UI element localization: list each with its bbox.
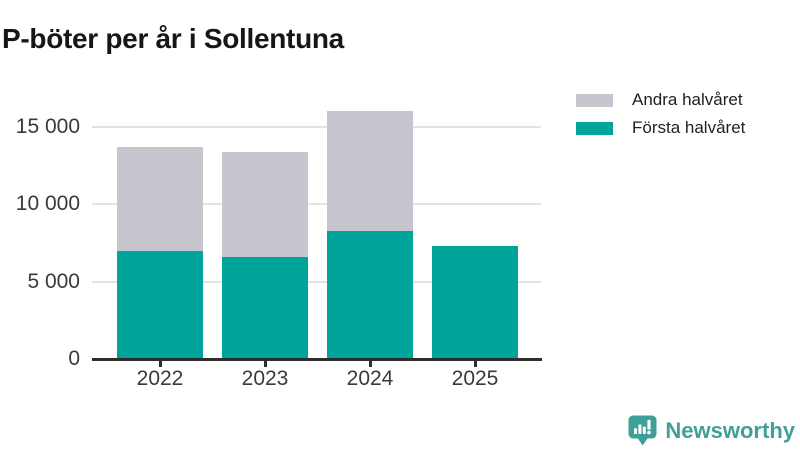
legend-label: Första halvåret (632, 118, 746, 137)
bar-segment (327, 230, 413, 359)
gridline (92, 125, 541, 128)
plot-area (92, 106, 541, 359)
legend-swatch (576, 93, 613, 107)
x-tick-label: 2023 (241, 367, 289, 390)
bar-segment (432, 246, 518, 359)
bar-segment (117, 147, 203, 251)
y-tick-label: 0 (68, 347, 80, 370)
bar-segment (327, 111, 413, 231)
bar-segment (222, 151, 308, 257)
legend-row: Första halvåret (576, 114, 745, 142)
newsworthy-logo-icon (628, 415, 657, 446)
y-tick-label: 10 000 (15, 192, 80, 216)
gridline (92, 280, 541, 283)
y-tick-label: 15 000 (15, 114, 80, 138)
x-tick (369, 360, 372, 367)
bar-segment (222, 256, 308, 359)
brand-footer: Newsworthy (627, 414, 795, 447)
x-axis-line (92, 358, 542, 361)
x-tick-label: 2022 (136, 367, 184, 390)
legend-row: Andra halvåret (576, 86, 745, 114)
legend-swatch (576, 121, 613, 135)
x-tick (264, 360, 267, 367)
y-tick-label: 5 000 (27, 269, 80, 293)
brand-name: Newsworthy (665, 417, 795, 443)
x-tick (159, 360, 162, 367)
chart-title: P-böter per år i Sollentuna (2, 22, 344, 54)
x-tick (474, 360, 477, 367)
gridline (92, 203, 541, 206)
legend-label: Andra halvåret (632, 90, 743, 109)
x-tick-label: 2024 (346, 367, 394, 390)
legend: Andra halvåret Första halvåret (576, 86, 745, 142)
bar-segment (117, 250, 203, 359)
x-tick-label: 2025 (451, 367, 499, 390)
